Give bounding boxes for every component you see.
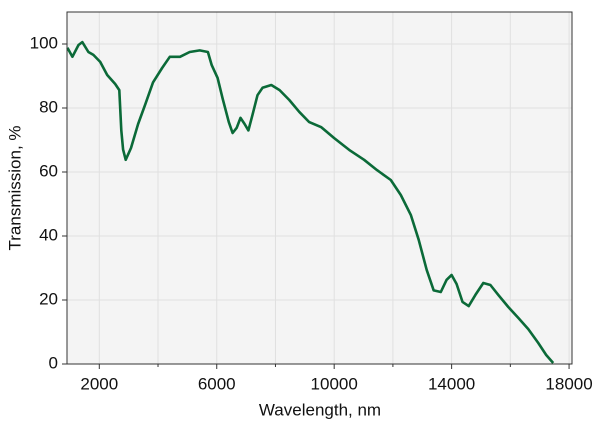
x-tick-label: 2000: [80, 374, 118, 393]
y-tick-label: 60: [39, 161, 58, 180]
x-axis-label: Wavelength, nm: [259, 400, 381, 419]
x-tick-label: 6000: [198, 374, 236, 393]
y-tick-label: 20: [39, 289, 58, 308]
data-line: [66, 40, 555, 364]
grid: [67, 12, 572, 365]
marks: [66, 40, 555, 364]
x-tick-label: 18000: [545, 374, 592, 393]
y-tick-label: 80: [39, 97, 58, 116]
y-tick-label: 100: [30, 33, 58, 52]
y-tick-label: 0: [49, 353, 58, 372]
x-tick-label: 14000: [428, 374, 475, 393]
plot-frame: [66, 11, 573, 365]
y-tick-label: 40: [39, 225, 58, 244]
y-axis-label: Transmission, %: [5, 125, 24, 250]
x-tick-label: 10000: [311, 374, 358, 393]
plot-area: [67, 12, 572, 364]
